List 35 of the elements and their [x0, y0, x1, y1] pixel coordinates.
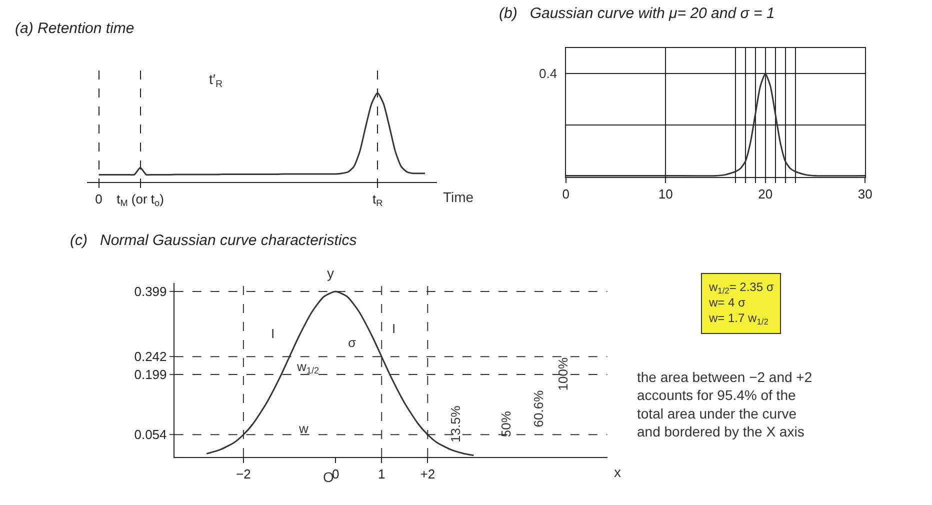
text: O	[323, 469, 334, 485]
y-axis-title: y	[327, 265, 334, 281]
x-tick-label: t$_{M}$ (or t$_{o}$)	[116, 191, 164, 208]
chart-title: (c) Normal Gaussian curve characteristics	[70, 232, 358, 249]
x-tick-label: 30	[858, 186, 872, 202]
annotation: 100%	[555, 357, 570, 391]
annotation: σ	[348, 335, 356, 350]
chart-title: (b) Gaussian curve with μ= 20 and σ = 1	[499, 5, 775, 22]
text: 0.4	[539, 66, 558, 81]
annotation: 50%	[498, 410, 514, 438]
x-tick-label: −2	[236, 466, 251, 482]
x-tick-label: 20	[758, 186, 773, 202]
x-axis-title: x	[614, 464, 621, 480]
y-tick-label: 0.199	[134, 367, 167, 382]
x-tick-label: 0	[332, 466, 340, 482]
x-tick-label: t$_{R}$	[372, 191, 384, 208]
y-tick-label: 0.242	[134, 349, 167, 364]
annotation: w	[298, 421, 309, 436]
annotation: w$_{1/2}$	[296, 359, 320, 376]
x-tick-label: 0	[562, 186, 570, 202]
annotation: 60.6%	[531, 390, 546, 428]
chart-title: (a) Retention time	[15, 20, 134, 37]
y-tick-label: 0.054	[134, 427, 167, 442]
annotation: 13.5%	[448, 405, 464, 442]
y-tick-label: 0.399	[134, 284, 167, 300]
annotation: I	[392, 321, 396, 336]
annotation: I	[271, 326, 275, 341]
x-tick-label: 10	[658, 186, 673, 202]
x-tick-label: +2	[420, 466, 436, 482]
text: t′$_{R}$	[209, 71, 223, 90]
text: the area between −2 and +2 accounts for 95.4% of the total area under the curve and bordered by the X axis	[637, 369, 812, 440]
x-tick-label: 1	[378, 466, 386, 482]
x-axis-title: Time	[443, 189, 474, 205]
x-tick-label: 0	[95, 191, 102, 206]
text: w$_{1/2}$= 2.35 σ w= 4 σ w= 1.7 w$_{1/2}$	[708, 280, 774, 327]
